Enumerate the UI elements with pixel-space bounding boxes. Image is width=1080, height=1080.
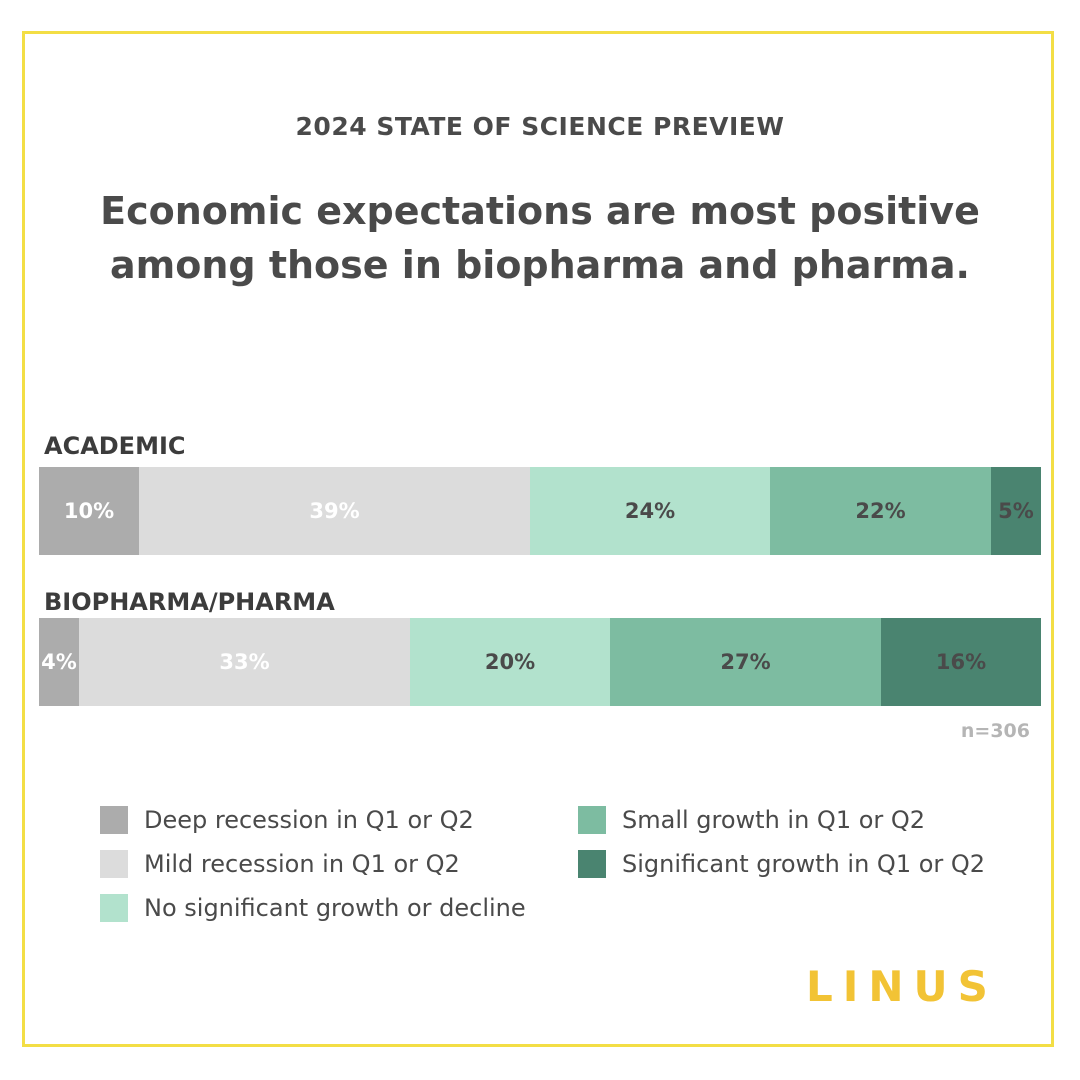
data-label: 24% <box>624 499 676 523</box>
bar-segment-academic-significant-growth-in-q1-or-q2: 5% <box>991 467 1041 555</box>
legend-label: Small growth in Q1 or Q2 <box>622 806 926 834</box>
bar-segment-biopharma-pharma-deep-recession-in-q1-or-q2: 4% <box>39 618 79 706</box>
legend-swatch <box>100 894 128 922</box>
data-label: 4% <box>41 650 77 674</box>
legend-item-no-growth: No significant growth or decline <box>100 894 526 922</box>
data-label: 20% <box>484 650 536 674</box>
bar-segment-academic-mild-recession-in-q1-or-q2: 39% <box>139 467 530 555</box>
bar-segment-biopharma-pharma-no-significant-growth-or-decline: 20% <box>410 618 610 706</box>
legend-label: Significant growth in Q1 or Q2 <box>622 850 986 878</box>
bar-row-academic: 10% 39% 24% 22% 5% <box>39 467 1041 555</box>
legend-label: Mild recession in Q1 or Q2 <box>144 850 460 878</box>
data-label: 16% <box>935 650 987 674</box>
sample-size-note: n=306 <box>960 720 1030 742</box>
legend-swatch <box>100 806 128 834</box>
bar-segment-biopharma-pharma-small-growth-in-q1-or-q2: 27% <box>610 618 881 706</box>
legend-item-significant-growth: Significant growth in Q1 or Q2 <box>578 850 985 878</box>
legend-item-small-growth: Small growth in Q1 or Q2 <box>578 806 925 834</box>
kicker-heading: 2024 STATE OF SCIENCE PREVIEW <box>295 112 785 141</box>
legend-label: No significant growth or decline <box>144 894 526 922</box>
bar-segment-academic-no-significant-growth-or-decline: 24% <box>530 467 770 555</box>
legend-swatch <box>578 806 606 834</box>
legend-item-deep-recession: Deep recession in Q1 or Q2 <box>100 806 474 834</box>
bar-segment-biopharma-pharma-significant-growth-in-q1-or-q2: 16% <box>881 618 1041 706</box>
page-frame <box>22 31 1054 1047</box>
data-label: 39% <box>309 499 360 523</box>
bar-segment-biopharma-pharma-mild-recession-in-q1-or-q2: 33% <box>79 618 410 706</box>
legend-item-mild-recession: Mild recession in Q1 or Q2 <box>100 850 460 878</box>
bar-segment-academic-small-growth-in-q1-or-q2: 22% <box>770 467 991 555</box>
data-label: 5% <box>998 499 1034 523</box>
category-label-biopharma: BIOPHARMA/PHARMA <box>44 588 335 616</box>
legend-swatch <box>578 850 606 878</box>
legend-swatch <box>100 850 128 878</box>
bar-row-biopharma: 4% 33% 20% 27% 16% <box>39 618 1041 706</box>
data-label: 22% <box>855 499 906 523</box>
data-label: 33% <box>219 650 270 674</box>
data-label: 27% <box>720 650 771 674</box>
linus-logo: LINUS <box>806 962 998 1011</box>
legend-label: Deep recession in Q1 or Q2 <box>144 806 474 834</box>
data-label: 10% <box>63 499 115 523</box>
chart-title: Economic expectations are most positive … <box>100 189 980 287</box>
category-label-academic: ACADEMIC <box>44 432 186 460</box>
bar-segment-academic-deep-recession-in-q1-or-q2: 10% <box>39 467 139 555</box>
